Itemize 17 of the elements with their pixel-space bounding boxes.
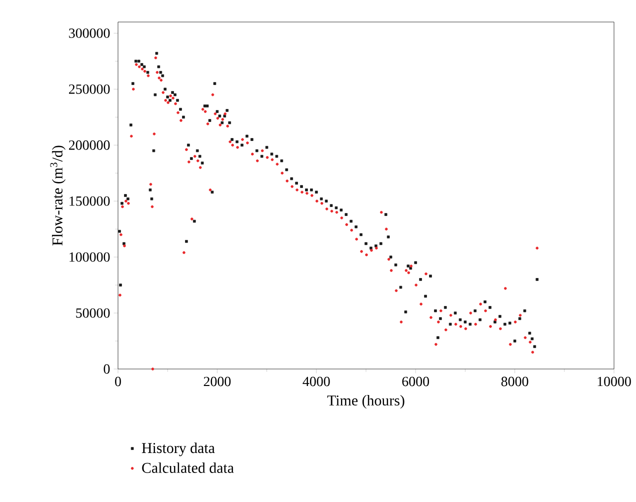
legend-label: Calculated data: [142, 462, 234, 473]
x-tick-label: 6000: [402, 376, 430, 386]
y-tick-label: 0: [104, 364, 110, 374]
x-axis-title: Time (hours): [327, 395, 404, 409]
y-tick-label: 100000: [70, 252, 110, 262]
y-tick-label: 50000: [76, 308, 110, 318]
y-tick-label: 300000: [69, 28, 110, 38]
y-tick-label: 150000: [70, 196, 110, 206]
x-tick-label: 10000: [598, 376, 631, 386]
y-axis-title: Flow-rate (m$^{3}$/d): [50, 146, 66, 246]
legend-label: History data: [142, 442, 215, 456]
x-tick-label: 4000: [302, 376, 330, 386]
y-tick-label: 250000: [68, 84, 110, 94]
y-tick-label: 200000: [68, 140, 110, 150]
x-tick-label: 2000: [204, 376, 231, 386]
x-tick-label: 8000: [501, 376, 528, 386]
x-tick-label: 0: [115, 376, 121, 386]
